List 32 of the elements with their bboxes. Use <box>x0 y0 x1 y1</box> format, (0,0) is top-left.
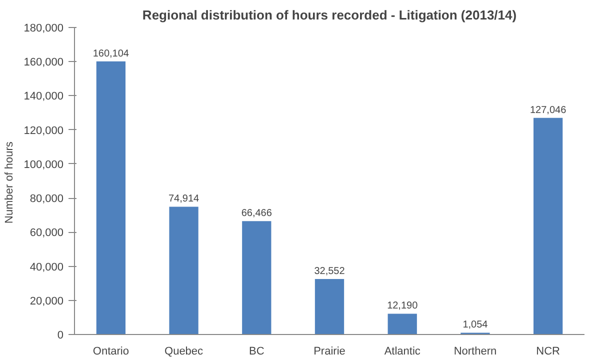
y-tick-label: 100,000 <box>24 158 64 171</box>
data-label: 127,046 <box>530 104 567 116</box>
data-label: 32,552 <box>314 266 346 277</box>
y-tick-label: 20,000 <box>30 295 64 308</box>
data-label: 74,914 <box>168 194 200 205</box>
x-tick-label: BC <box>249 346 264 358</box>
y-axis-title: Number of hours <box>4 141 16 224</box>
x-tick-label: Northern <box>454 346 497 358</box>
bar <box>169 206 198 334</box>
bar <box>96 61 126 334</box>
y-tick-label: 60,000 <box>30 227 64 240</box>
y-tick-label: 80,000 <box>30 193 64 206</box>
data-label: 160,104 <box>92 48 130 60</box>
y-tick-label: 160,000 <box>24 56 64 69</box>
data-label: 66,466 <box>241 208 272 220</box>
bar <box>388 314 417 334</box>
y-tick-label: 140,000 <box>24 90 64 103</box>
x-tick-label: NCR <box>536 346 560 358</box>
y-tick-label: 0 <box>57 330 64 342</box>
x-tick-label: Ontario <box>92 346 129 358</box>
chart-title: Regional distribution of hours recorded - Litigation (2013/14) <box>142 8 517 22</box>
x-tick-label: Atlantic <box>384 346 421 358</box>
y-tick-label: 180,000 <box>24 22 64 34</box>
x-tick-label: Prairie <box>314 346 346 358</box>
data-label: 1,054 <box>462 320 488 331</box>
bar <box>314 278 344 334</box>
x-tick-label: Quebec <box>164 346 204 358</box>
data-label: 12,190 <box>387 300 418 312</box>
bar <box>242 221 272 334</box>
y-tick-label: 120,000 <box>24 124 64 137</box>
bar <box>534 118 563 334</box>
y-tick-label: 40,000 <box>30 261 64 274</box>
